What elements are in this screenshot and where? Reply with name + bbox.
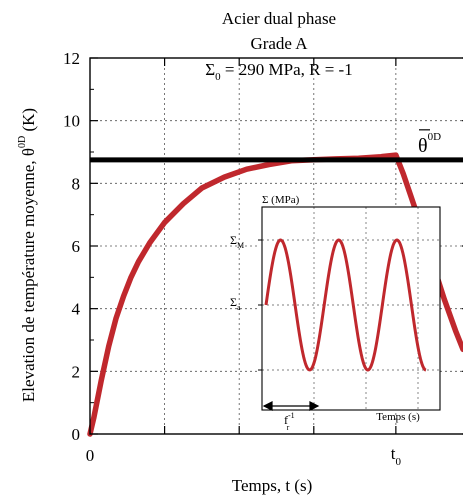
period-sub: r	[287, 423, 290, 432]
plateau-theta: θ	[418, 135, 428, 157]
y-axis-label: Elevation de température moyenne, θ0D (K…	[17, 108, 38, 402]
inset-tick-a-sub: a	[237, 303, 241, 312]
plot-frame	[89, 57, 463, 435]
param-sigma-sub: 0	[215, 71, 221, 83]
y-tick-label-12: 12	[63, 49, 80, 68]
period-f: f	[284, 413, 288, 427]
y-tick-label-2: 2	[72, 362, 81, 381]
y-tick-label-6: 6	[72, 237, 81, 256]
y-axis-label-unit: (K)	[19, 108, 38, 136]
inset-tick-a-sigma: Σ	[230, 295, 237, 309]
x-tick-t0-main: t	[391, 444, 396, 463]
inset-tick-max-sub: M	[237, 241, 244, 250]
inset-sine-line	[264, 238, 427, 372]
plateau-sup: 0D	[428, 131, 442, 143]
inset-frame	[261, 206, 441, 411]
chart-title-line-2: Grade A	[250, 34, 308, 53]
plateau-label-theta: θ0D	[418, 131, 441, 157]
period-arrow	[262, 401, 320, 411]
inset-chart: Σ (MPa) ΣM Σa Temps (s) f-1 r	[230, 194, 441, 432]
inset-x-label: Temps (s)	[376, 411, 420, 423]
inset-grid	[258, 207, 440, 410]
param-sigma: Σ	[205, 60, 215, 79]
y-tick-label-10: 10	[63, 112, 80, 131]
y-tick-labels: 0 2 4 6 8 10 12	[63, 49, 81, 444]
inset-series	[264, 238, 427, 372]
chart-title-line-1: Acier dual phase	[222, 9, 336, 28]
y-tick-label-8: 8	[72, 174, 81, 193]
period-label: f-1 r	[284, 411, 295, 432]
x-tick-t0-sub: 0	[395, 456, 401, 468]
x-tick-t0: t0	[391, 444, 402, 468]
param-rest: = 290 MPa, R = -1	[221, 60, 353, 79]
chart-parameters: Σ0 = 290 MPa, R = -1	[205, 60, 352, 83]
y-axis-label-sup: 0D	[17, 136, 28, 148]
inset-y-label: Σ (MPa)	[262, 194, 300, 206]
x-tick-0: 0	[86, 446, 95, 465]
inset-background	[258, 207, 440, 410]
plateau-label: θ0D	[418, 129, 441, 157]
x-axis-label: Temps, t (s)	[232, 476, 313, 495]
inset-tick-max-sigma: Σ	[230, 233, 237, 247]
y-tick-label-0: 0	[72, 425, 81, 444]
inset-tick-max: ΣM	[230, 233, 244, 250]
y-tick-label-4: 4	[72, 300, 81, 319]
y-axis-label-main: Elevation de température moyenne, θ	[19, 148, 38, 402]
inset-tick-a: Σa	[230, 295, 241, 312]
period-sup: -1	[288, 411, 295, 420]
